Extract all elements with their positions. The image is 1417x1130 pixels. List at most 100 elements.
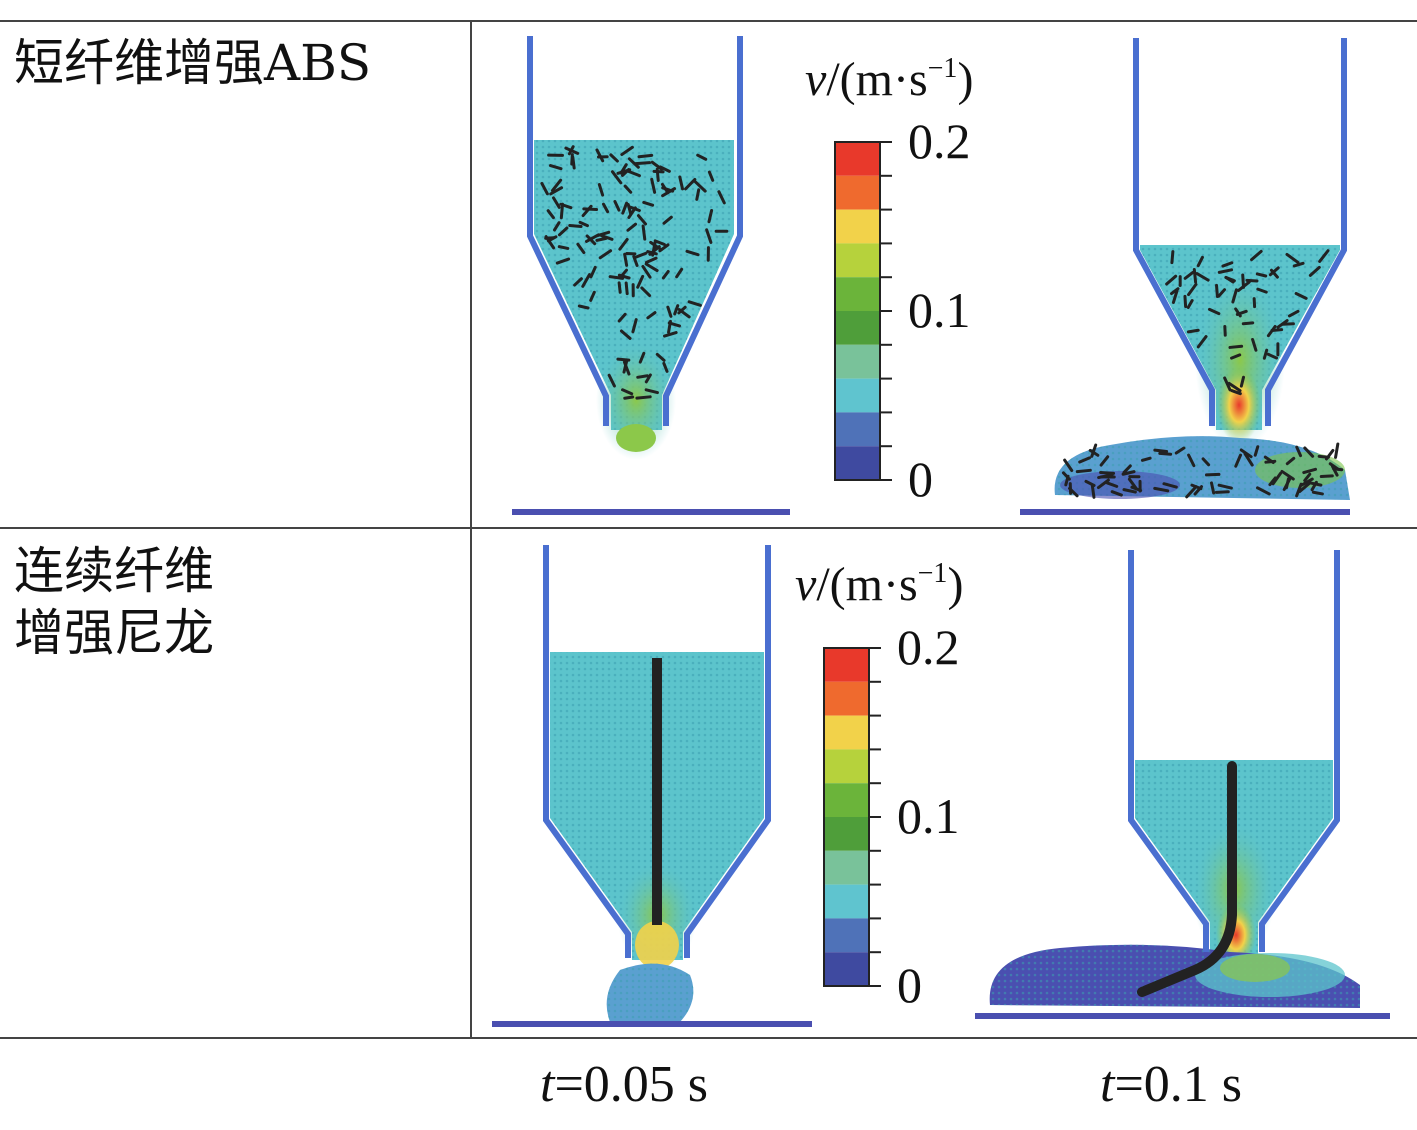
colorbar-title: v/(m·s−1) [795, 558, 963, 611]
fiber-segment [1158, 451, 1173, 456]
fiber-segment [1090, 443, 1098, 458]
fiber-segment [1295, 482, 1303, 498]
row-label-continuous-fiber: 连续纤维 增强尼龙 [14, 540, 214, 664]
fiber-segment [584, 233, 600, 243]
fiber-segment [1276, 319, 1289, 329]
fiber-segment [1084, 479, 1096, 487]
fiber-segment [623, 184, 633, 194]
fiber-segment [1153, 448, 1169, 453]
fiber-segment [636, 374, 649, 379]
colorbar-segment [835, 311, 880, 345]
colorbar-tick-label: 0.2 [897, 619, 960, 675]
velocity-colorbar-bottom: 0.2 0.1 0 v/(m·s−1) [795, 558, 963, 1013]
time-value: =0.05 s [554, 1056, 709, 1113]
fiber-segment [631, 318, 638, 334]
colorbar-segment [835, 209, 880, 244]
outflow-droplet [616, 424, 656, 452]
fiber-segment [1217, 288, 1227, 298]
fiber-segment [1298, 481, 1312, 493]
hopper-panel-continuous-fiber-t005 [492, 545, 812, 1027]
fiber-segment [661, 187, 677, 198]
fiber-segment [1285, 456, 1296, 466]
fiber-segment [548, 164, 563, 171]
fiber-segment [1268, 266, 1280, 277]
fiber-segment [649, 240, 663, 252]
fiber-segment [1292, 261, 1305, 268]
colorbar-tick-label: 0 [908, 451, 933, 507]
fiber-segment [653, 239, 666, 246]
fiber-segment [1234, 453, 1243, 468]
colorbar-title: v/(m·s−1) [805, 53, 973, 106]
fiber-segment [608, 275, 625, 280]
continuous-fiber [1137, 761, 1237, 997]
fiber-segment [570, 153, 574, 166]
fiber-segment [627, 206, 637, 219]
fiber-segment [1334, 442, 1340, 459]
fiber-segment [1096, 478, 1110, 490]
flow-velocity-zone [596, 340, 676, 460]
fiber-segment [626, 202, 633, 216]
colorbar-segment [824, 681, 869, 716]
fiber-segment [1307, 481, 1323, 487]
fiber-segment [1183, 294, 1188, 309]
fiber-segment [610, 170, 623, 185]
colorbar-segment [835, 378, 880, 413]
fiber-segment [621, 201, 629, 215]
pile-cool-zone [1060, 471, 1180, 499]
fiber-segment [640, 286, 652, 298]
fiber-segment [650, 177, 657, 194]
fiber-segment [1308, 265, 1321, 277]
fiber-segment [1263, 455, 1275, 465]
colorbar-segment [824, 850, 869, 885]
short-fibers [1061, 249, 1344, 499]
fiber-segment [1330, 464, 1339, 477]
fiber-segment [626, 222, 638, 232]
fiber-segment [687, 300, 702, 307]
fiber-segment [1256, 287, 1268, 294]
fiber-segment [544, 236, 556, 240]
colorbar-segment [835, 142, 880, 176]
fiber-segment [559, 202, 573, 210]
colorbar-title-unit: /(m·s [826, 53, 927, 106]
fiber-segment [598, 249, 613, 260]
pile-warm-zone [1220, 954, 1290, 982]
colorbar-segment [835, 243, 880, 278]
fiber-segment [1302, 467, 1318, 475]
fiber-segment [1217, 268, 1234, 274]
fiber-segment [1121, 470, 1136, 476]
colorbar-segment [835, 277, 880, 311]
fiber-segment [550, 178, 563, 193]
fiber-segment [1170, 250, 1175, 265]
fiber-segment [632, 255, 639, 267]
fiber-segment [1303, 446, 1315, 458]
colorbar-title-exponent: −1 [928, 53, 958, 84]
fiber-segment [1294, 291, 1308, 300]
fiber-segment [684, 177, 697, 191]
fiber-segment [663, 331, 678, 338]
fiber-segment [1153, 486, 1170, 493]
hot-spot [635, 921, 679, 969]
fiber-segment [1207, 307, 1221, 316]
fiber-segment [559, 202, 565, 220]
fiber-segment [621, 388, 634, 396]
fiber-segment [623, 252, 629, 267]
fiber-segment [666, 305, 673, 318]
fiber-segment [1186, 328, 1200, 334]
fiber-segment [618, 237, 629, 251]
colorbar-tick-label: 0.1 [897, 788, 960, 844]
fiber-segment [1243, 452, 1254, 467]
row-label-line: 连续纤维 [14, 542, 214, 600]
fiber-segment [1063, 458, 1074, 473]
fiber-segment [617, 312, 627, 323]
row-label-short-fiber: 短纤维增强ABS [14, 32, 371, 94]
fiber-segment [581, 204, 593, 218]
fiber-segment [661, 269, 670, 280]
fiber-segment [549, 186, 564, 196]
fiber-segment [589, 290, 596, 302]
fiber-segment [1127, 477, 1138, 491]
fiber-segment [1195, 272, 1210, 282]
fiber-segment [1099, 455, 1110, 467]
fiber-segment [1271, 471, 1283, 486]
fiber-segment [617, 281, 622, 294]
fiber-segment [1171, 289, 1179, 304]
